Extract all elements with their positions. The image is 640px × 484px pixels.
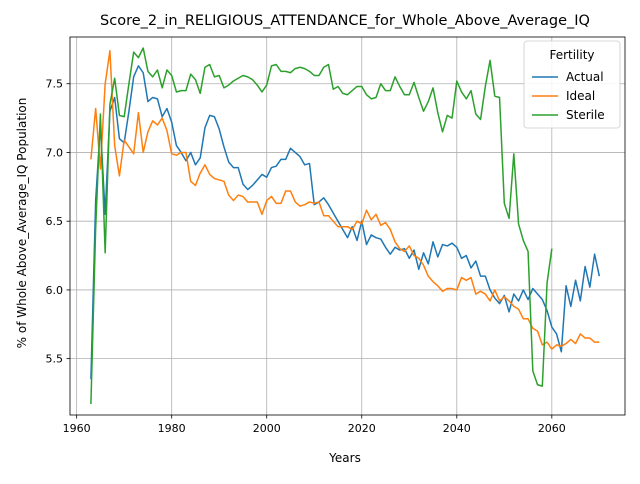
y-tick-label: 7.0 bbox=[46, 146, 64, 159]
series-lines bbox=[90, 47, 601, 405]
plot-area-frame bbox=[69, 36, 626, 416]
x-tick-label: 1960 bbox=[63, 422, 91, 435]
legend-label-sterile: Sterile bbox=[566, 108, 605, 122]
x-tick-label: 2060 bbox=[538, 422, 566, 435]
legend-label-ideal: Ideal bbox=[566, 89, 595, 103]
series-line-sterile bbox=[90, 47, 553, 405]
legend-entries: Actual Ideal Sterile bbox=[532, 70, 605, 122]
series-line-actual bbox=[90, 65, 601, 380]
legend-label-actual: Actual bbox=[566, 70, 604, 84]
legend-box bbox=[523, 40, 621, 129]
y-tick-label: 5.5 bbox=[46, 353, 64, 366]
y-axis-ticks: 5.5 6.0 6.5 7.0 7.5 bbox=[46, 78, 70, 366]
y-tick-label: 6.0 bbox=[46, 284, 64, 297]
x-axis-ticks: 1960 1980 2000 2020 2040 2060 bbox=[63, 415, 566, 435]
x-tick-label: 1980 bbox=[158, 422, 186, 435]
chart-title: Score_2_in_RELIGIOUS_ATTENDANCE_for_Whol… bbox=[100, 13, 590, 29]
x-tick-label: 2000 bbox=[253, 422, 281, 435]
x-axis-label: Years bbox=[328, 451, 361, 465]
legend-title: Fertility bbox=[549, 48, 594, 62]
legend: Fertility Actual Ideal Sterile bbox=[523, 40, 621, 129]
x-tick-label: 2020 bbox=[348, 422, 376, 435]
y-tick-label: 7.5 bbox=[46, 78, 64, 91]
y-axis-label: % of Whole Above_Average_IQ Population bbox=[15, 98, 29, 349]
series-line-ideal bbox=[90, 50, 600, 350]
x-tick-label: 2040 bbox=[443, 422, 471, 435]
y-tick-label: 6.5 bbox=[46, 215, 64, 228]
